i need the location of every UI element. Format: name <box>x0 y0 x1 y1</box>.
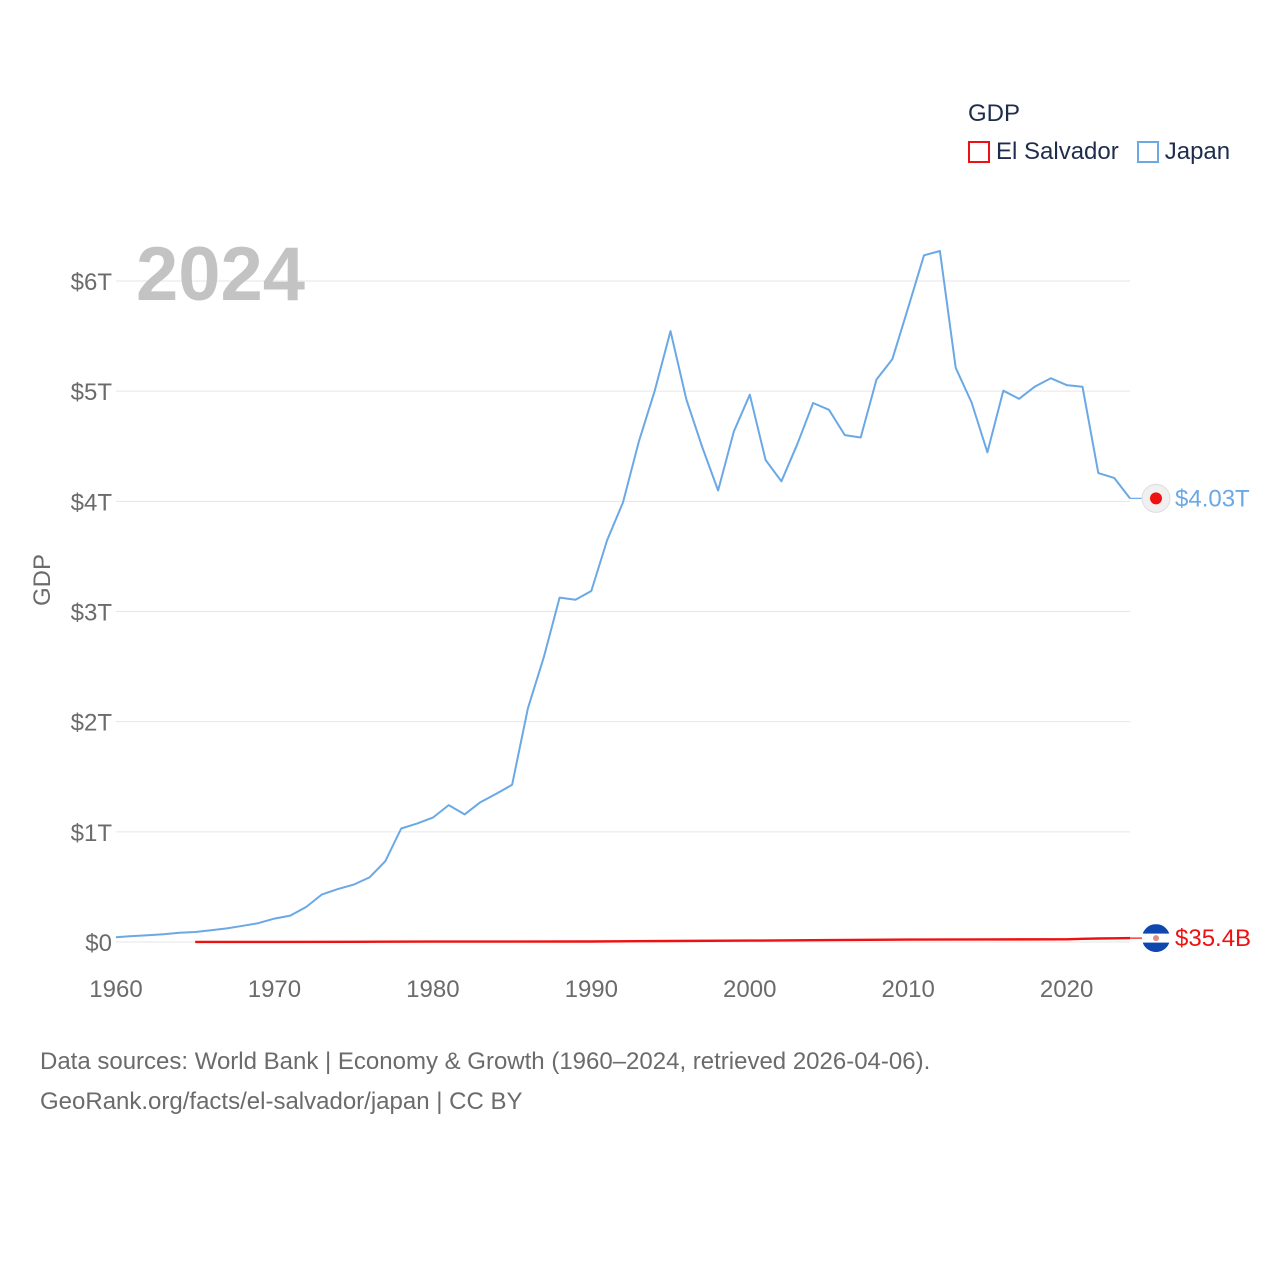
year-watermark: 2024 <box>136 232 305 317</box>
japan-flag-disc <box>1150 492 1162 505</box>
series-line-japan <box>115 250 1131 939</box>
x-tick-label: 1970 <box>248 976 301 1003</box>
y-tick-label: $5T <box>71 379 113 406</box>
source-footer: Data sources: World Bank | Economy & Gro… <box>40 1042 930 1122</box>
legend-label-japan: Japan <box>1164 138 1231 165</box>
y-tick-label: $2T <box>71 710 113 737</box>
gridlines <box>116 280 1130 943</box>
x-tick-label: 2020 <box>1040 976 1093 1003</box>
end-value-label-japan: $4.03T <box>1175 485 1250 512</box>
series-line-el-salvador <box>195 936 1131 944</box>
x-tick-label: 2000 <box>723 976 776 1003</box>
y-tick-label: $1T <box>71 820 113 847</box>
y-axis-title: GDP <box>29 554 56 606</box>
x-axis: 1960 1970 1980 1990 2000 2010 2020 <box>89 976 1093 1003</box>
el-salvador-flag-icon <box>1142 924 1170 953</box>
end-value-label-el-salvador: $35.4B <box>1175 925 1251 952</box>
series-lines <box>115 250 1131 944</box>
y-axis: $0 $1T $2T $3T $4T $5T $6T <box>71 269 113 957</box>
y-tick-label: $6T <box>71 269 113 296</box>
x-tick-label: 2010 <box>881 976 934 1003</box>
legend-title: GDP <box>968 100 1021 127</box>
legend-item-japan[interactable]: Japan <box>1136 138 1231 166</box>
x-tick-label: 1990 <box>565 976 618 1003</box>
y-tick-label: $4T <box>71 489 113 516</box>
legend-item-el-salvador[interactable]: El Salvador <box>968 138 1119 166</box>
y-tick-label: $0 <box>85 930 112 957</box>
legend-swatch-japan <box>1136 141 1159 163</box>
end-markers: $4.03T $35.4B <box>1130 483 1251 953</box>
legend: GDP El Salvador Japan <box>968 100 1248 166</box>
source-line: Data sources: World Bank | Economy & Gro… <box>40 1048 931 1075</box>
y-tick-label: $3T <box>71 600 113 627</box>
legend-label-el-salvador: El Salvador <box>996 138 1119 165</box>
x-tick-label: 1960 <box>89 976 142 1003</box>
attribution-line: GeoRank.org/facts/el-salvador/japan | CC… <box>40 1088 523 1115</box>
legend-swatch-el-salvador <box>968 141 990 163</box>
x-tick-label: 1980 <box>406 976 459 1003</box>
